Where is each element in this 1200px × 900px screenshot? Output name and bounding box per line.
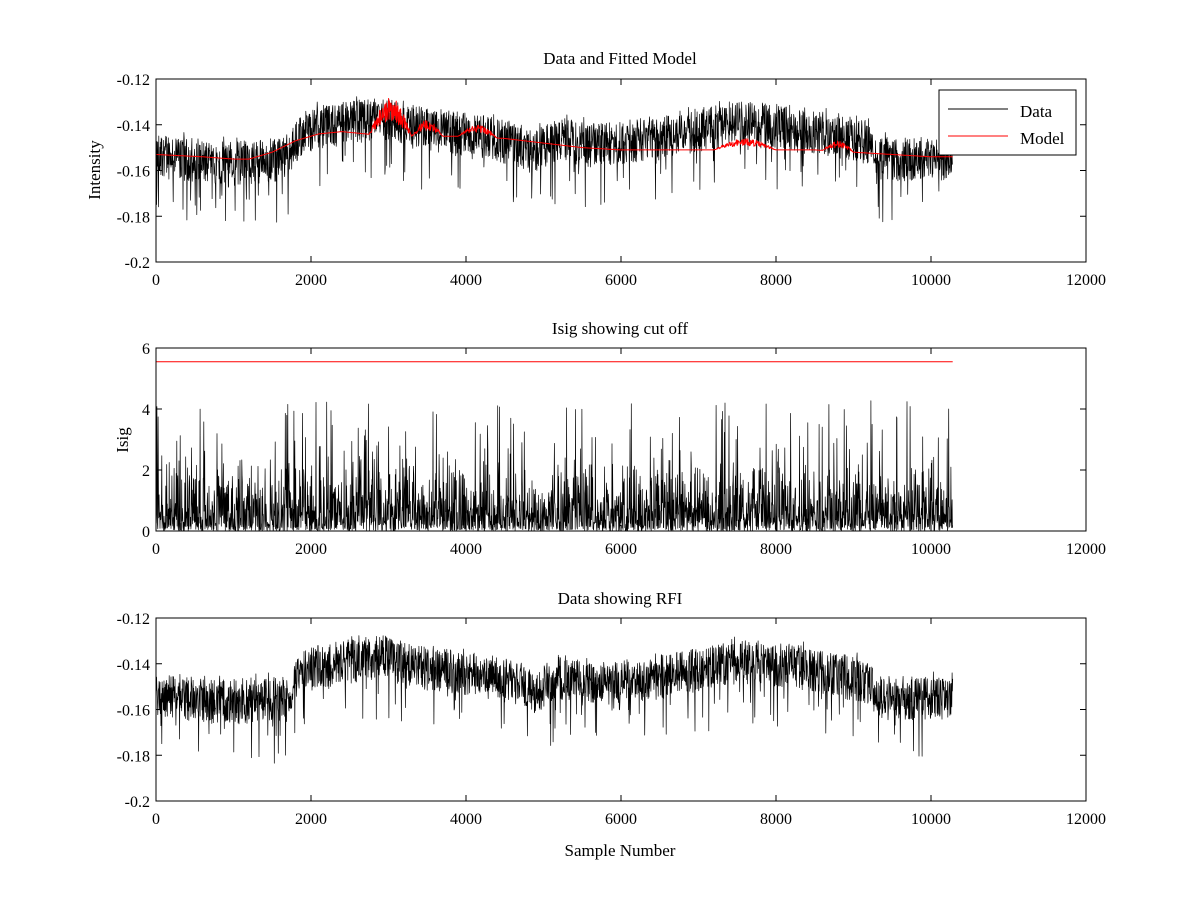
x-tick-label: 6000 bbox=[605, 541, 637, 558]
y-tick-label: -0.14 bbox=[117, 657, 150, 674]
y-tick-label: -0.2 bbox=[125, 255, 150, 272]
axis-ticks: 0 2000 4000 6000 8000 10000 12000 -0.12 -0.14 -0.… bbox=[117, 72, 1106, 289]
y-tick-label: 2 bbox=[142, 463, 150, 480]
y-tick-label: 6 bbox=[142, 341, 150, 358]
x-tick-label: 0 bbox=[152, 272, 160, 289]
series-line-model bbox=[155, 98, 953, 160]
x-tick-label: 4000 bbox=[450, 272, 482, 289]
series-line-data bbox=[155, 96, 953, 223]
y-tick-label: -0.12 bbox=[117, 72, 150, 89]
legend-label-model: Model bbox=[1020, 129, 1065, 148]
x-axis-label: Sample Number bbox=[565, 841, 676, 860]
x-tick-label: 4000 bbox=[450, 811, 482, 828]
subplot-data-and-fitted-model: Data and Fitted Model Intensity 0 2000 400… bbox=[85, 49, 1106, 289]
x-tick-label: 10000 bbox=[911, 811, 951, 828]
x-tick-label: 0 bbox=[152, 811, 160, 828]
plot-area bbox=[155, 635, 954, 764]
x-tick-label: 10000 bbox=[911, 272, 951, 289]
x-tick-label: 8000 bbox=[760, 811, 792, 828]
subplot-title: Data and Fitted Model bbox=[543, 49, 697, 68]
x-tick-label: 6000 bbox=[605, 272, 637, 289]
x-tick-label: 6000 bbox=[605, 811, 637, 828]
plot-area bbox=[155, 361, 954, 532]
legend-label-data: Data bbox=[1020, 102, 1053, 121]
subplot-title: Data showing RFI bbox=[558, 589, 683, 608]
x-tick-label: 0 bbox=[152, 541, 160, 558]
x-tick-label: 12000 bbox=[1066, 541, 1106, 558]
x-tick-label: 8000 bbox=[760, 541, 792, 558]
plot-area bbox=[155, 96, 953, 223]
x-tick-label: 12000 bbox=[1066, 811, 1106, 828]
y-tick-label: -0.16 bbox=[117, 164, 150, 181]
series-line-noisy bbox=[155, 635, 954, 764]
legend: Data Model bbox=[938, 89, 1077, 156]
series-line-spiky bbox=[155, 400, 954, 532]
x-tick-label: 2000 bbox=[295, 541, 327, 558]
x-tick-label: 8000 bbox=[760, 272, 792, 289]
subplot-title: Isig showing cut off bbox=[552, 319, 688, 338]
axis-ticks: 0 2000 4000 6000 8000 10000 12000 -0.12 -0.14 -0.… bbox=[117, 611, 1106, 828]
y-tick-label: -0.16 bbox=[117, 703, 150, 720]
y-tick-label: 4 bbox=[142, 402, 150, 419]
y-tick-label: 0 bbox=[142, 524, 150, 541]
y-tick-label: -0.2 bbox=[125, 794, 150, 811]
subplot-data-showing-rfi: Data showing RFI 0 2000 4000 6000 8000 10000 1… bbox=[117, 589, 1106, 860]
x-tick-label: 2000 bbox=[295, 811, 327, 828]
x-tick-label: 12000 bbox=[1066, 272, 1106, 289]
subplot-isig-showing-cut-off: Isig showing cut off Isig 0 2000 4000 6000 8… bbox=[113, 319, 1106, 558]
y-tick-label: -0.12 bbox=[117, 611, 150, 628]
y-tick-label: -0.18 bbox=[117, 748, 150, 765]
y-tick-label: -0.14 bbox=[117, 118, 150, 135]
y-tick-label: -0.18 bbox=[117, 209, 150, 226]
x-tick-label: 4000 bbox=[450, 541, 482, 558]
x-tick-label: 10000 bbox=[911, 541, 951, 558]
y-axis-label: Isig bbox=[113, 427, 132, 453]
x-tick-label: 2000 bbox=[295, 272, 327, 289]
legend-box bbox=[938, 89, 1077, 156]
axis-ticks: 0 2000 4000 6000 8000 10000 12000 6 4 2 0 bbox=[142, 341, 1106, 558]
y-axis-label: Intensity bbox=[85, 140, 104, 200]
